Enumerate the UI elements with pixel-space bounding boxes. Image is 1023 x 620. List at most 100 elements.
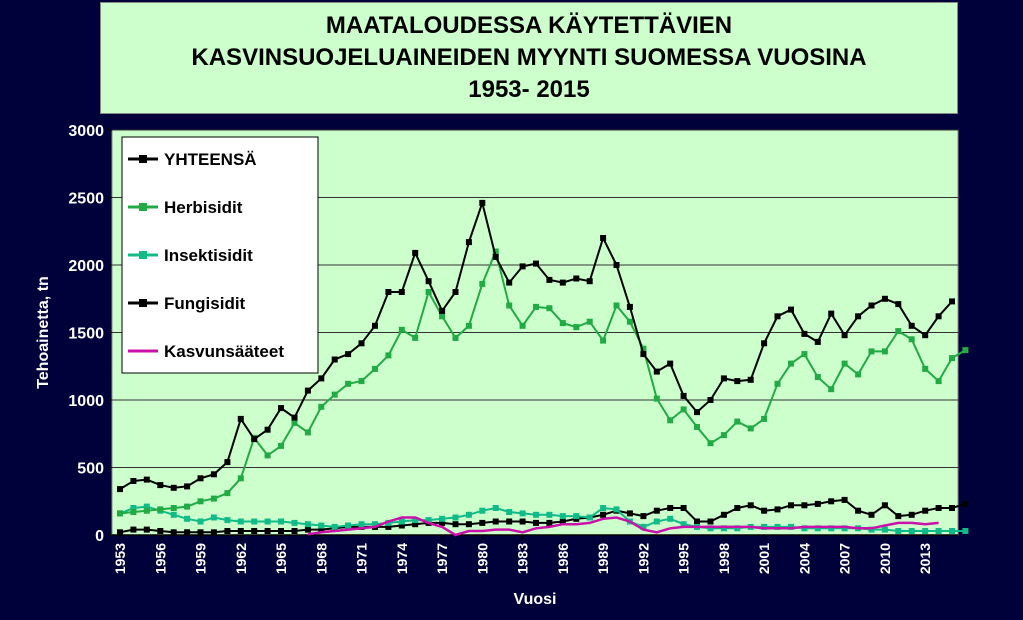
data-point (465, 521, 472, 528)
data-point (224, 528, 231, 534)
data-point (492, 253, 499, 260)
data-point (895, 528, 902, 534)
data-point (640, 351, 647, 358)
data-point (653, 518, 660, 525)
data-point (479, 280, 486, 287)
data-point (962, 528, 969, 534)
data-point (385, 289, 392, 295)
data-point (465, 322, 472, 329)
data-point (949, 505, 955, 511)
data-point (264, 528, 271, 534)
data-point (492, 248, 499, 255)
data-point (385, 523, 392, 530)
data-point (278, 405, 284, 412)
data-point (573, 513, 580, 520)
y-tick-label: 1000 (68, 393, 104, 410)
data-point (304, 387, 311, 394)
data-point (586, 318, 593, 325)
data-point (184, 483, 191, 490)
data-point (372, 322, 378, 329)
data-point (278, 442, 284, 449)
data-point (224, 490, 231, 497)
chart-title-line-2: KASVINSUOJELUAINEIDEN MYYNTI SUOMESSA VU… (191, 44, 867, 71)
data-point (667, 505, 674, 511)
data-point (479, 519, 486, 526)
data-point (452, 334, 459, 341)
data-point (828, 310, 835, 317)
chart-title-box: MAATALOUDESSA KÄYTETTÄVIEN KASVINSUOJELU… (100, 2, 958, 114)
data-point (761, 523, 768, 530)
data-point (465, 239, 472, 246)
data-point (372, 365, 378, 372)
data-point (210, 529, 217, 536)
data-point (197, 529, 204, 536)
y-tick-label: 1500 (68, 326, 104, 343)
data-point (519, 263, 526, 270)
data-point (130, 505, 137, 511)
data-point (291, 519, 298, 526)
data-point (949, 355, 955, 362)
data-point (922, 332, 929, 339)
data-point (465, 511, 472, 518)
data-point (694, 523, 700, 530)
data-point (761, 340, 768, 347)
data-point (573, 324, 580, 331)
x-tick-label: 1956 (152, 543, 168, 574)
data-point (640, 345, 647, 352)
data-point (653, 507, 660, 514)
data-point (761, 507, 768, 514)
data-point (184, 529, 191, 536)
data-point (117, 510, 123, 517)
data-point (506, 302, 513, 309)
data-point (130, 526, 137, 533)
data-point (170, 505, 177, 511)
data-point (318, 526, 325, 533)
data-point (559, 518, 566, 525)
data-point (533, 260, 539, 267)
data-point (385, 519, 392, 526)
data-point (814, 500, 821, 507)
data-point (868, 526, 875, 533)
data-point (452, 521, 459, 528)
data-point (546, 305, 553, 312)
data-point (667, 417, 674, 424)
data-point (398, 518, 405, 525)
data-point (774, 523, 781, 530)
data-point (117, 486, 123, 493)
data-point (814, 338, 821, 345)
x-tick-label: 1965 (273, 543, 289, 574)
data-point (881, 502, 888, 509)
x-tick-label: 2007 (837, 543, 853, 574)
data-point (841, 360, 848, 367)
data-point (143, 507, 150, 514)
data-point (345, 523, 352, 530)
y-tick-label: 2500 (68, 191, 104, 208)
data-point (210, 514, 217, 521)
data-point (841, 525, 848, 532)
data-point (895, 513, 902, 520)
data-point (613, 302, 620, 309)
data-point (372, 521, 378, 528)
data-point (935, 313, 942, 320)
data-point (801, 502, 808, 509)
legend-label: YHTEENSÄ (164, 150, 257, 169)
data-point (680, 392, 687, 399)
data-point (345, 522, 352, 529)
data-point (734, 418, 741, 425)
data-point (412, 517, 419, 524)
data-point (908, 528, 915, 534)
data-point (452, 289, 459, 295)
legend-swatch-marker (139, 299, 147, 307)
data-point (157, 482, 164, 489)
data-point (130, 478, 137, 484)
data-point (881, 526, 888, 533)
x-tick-label: 1977 (434, 543, 450, 574)
data-point (412, 249, 419, 256)
data-point (425, 278, 432, 285)
data-point (949, 528, 955, 534)
data-point (667, 360, 674, 367)
data-point (278, 518, 284, 525)
x-tick-label: 1983 (515, 543, 531, 574)
data-point (398, 289, 405, 295)
data-point (143, 503, 150, 510)
